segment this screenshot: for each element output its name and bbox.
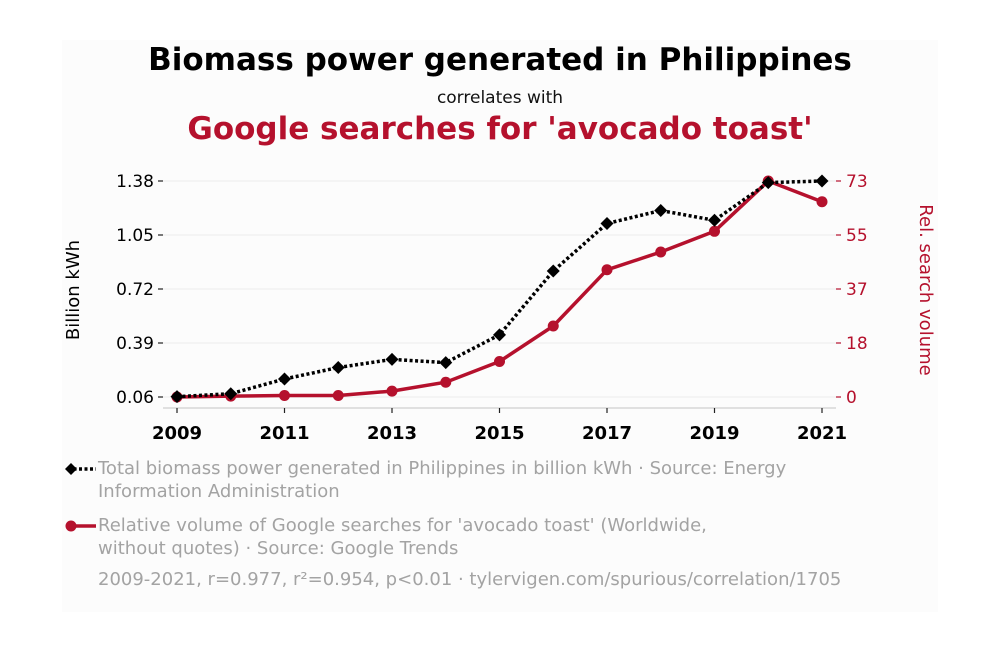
legend-text-biomass-line1: Total biomass power generated in Philipp…	[98, 458, 787, 479]
legend-item-biomass: Total biomass power generated in Philipp…	[62, 457, 938, 505]
data-point-biomass	[278, 372, 291, 386]
right-tick-label: 18	[846, 334, 868, 354]
x-tick-label: 2015	[474, 423, 524, 444]
legend-text-avocado-line1: Relative volume of Google searches for '…	[98, 515, 707, 536]
right-axis-label: Rel. search volume	[915, 204, 936, 375]
data-point-avocado	[332, 390, 344, 402]
data-point-avocado	[547, 320, 559, 332]
left-tick-label: 0.06	[116, 388, 154, 408]
data-point-biomass	[385, 352, 399, 366]
right-tick-label: 0	[846, 388, 857, 408]
data-point-biomass	[493, 328, 506, 342]
left-tick-label: 1.05	[116, 226, 154, 246]
data-point-avocado	[386, 385, 398, 397]
right-axis-ticks: 0 18 37 55 73	[836, 172, 868, 408]
data-point-biomass	[546, 264, 560, 278]
data-point-biomass	[761, 176, 775, 190]
data-point-avocado	[816, 196, 828, 208]
chart-subtitle: correlates with	[436, 88, 564, 108]
data-point-biomass	[600, 217, 614, 231]
x-tick-label: 2013	[367, 423, 417, 444]
legend-text-biomass-line2: Information Administration	[98, 481, 340, 502]
right-tick-label: 73	[846, 172, 868, 192]
chart-footer: 2009-2021, r=0.977, r²=0.954, p<0.01 · t…	[98, 569, 842, 590]
data-point-biomass	[815, 174, 829, 188]
legend-item-avocado: Relative volume of Google searches for '…	[62, 514, 938, 562]
data-point-biomass	[708, 213, 721, 227]
data-point-biomass	[224, 387, 238, 401]
legend-text-avocado-line2: without quotes) · Source: Google Trends	[98, 538, 459, 559]
data-point-biomass	[331, 361, 345, 375]
x-tick-label: 2019	[689, 423, 739, 444]
chart-panel	[62, 40, 938, 612]
legend-marker-avocado	[65, 520, 96, 532]
data-point-biomass	[654, 203, 668, 217]
data-point-avocado	[655, 246, 667, 258]
data-point-avocado	[279, 390, 290, 402]
left-axis-label: Billion kWh	[63, 240, 84, 340]
data-point-avocado	[709, 225, 720, 237]
chart-title-secondary: Google searches for 'avocado toast'	[187, 111, 813, 147]
x-axis-ticks: 2009 2011 2013 2015 2017 2019 2021	[152, 408, 847, 444]
x-tick-label: 2017	[582, 423, 632, 444]
x-tick-label: 2011	[259, 423, 309, 444]
data-point-biomass	[439, 356, 453, 370]
legend-marker-biomass	[65, 463, 96, 475]
x-tick-label: 2021	[797, 423, 847, 444]
left-tick-label: 1.38	[116, 172, 154, 192]
data-point-avocado	[494, 355, 505, 367]
data-point-avocado	[440, 376, 452, 388]
data-point-biomass	[170, 390, 184, 404]
right-tick-label: 55	[846, 226, 868, 246]
x-tick-label: 2009	[152, 423, 202, 444]
grid-lines	[163, 180, 836, 398]
chart-title: Biomass power generated in Philippines	[148, 42, 852, 78]
left-tick-label: 0.72	[116, 280, 154, 300]
data-point-avocado	[601, 264, 613, 276]
right-tick-label: 37	[846, 280, 868, 300]
left-tick-label: 0.39	[116, 334, 154, 354]
series-biomass-power	[170, 174, 829, 404]
left-axis-ticks: 0.06 0.39 0.72 1.05 1.38	[116, 172, 163, 408]
